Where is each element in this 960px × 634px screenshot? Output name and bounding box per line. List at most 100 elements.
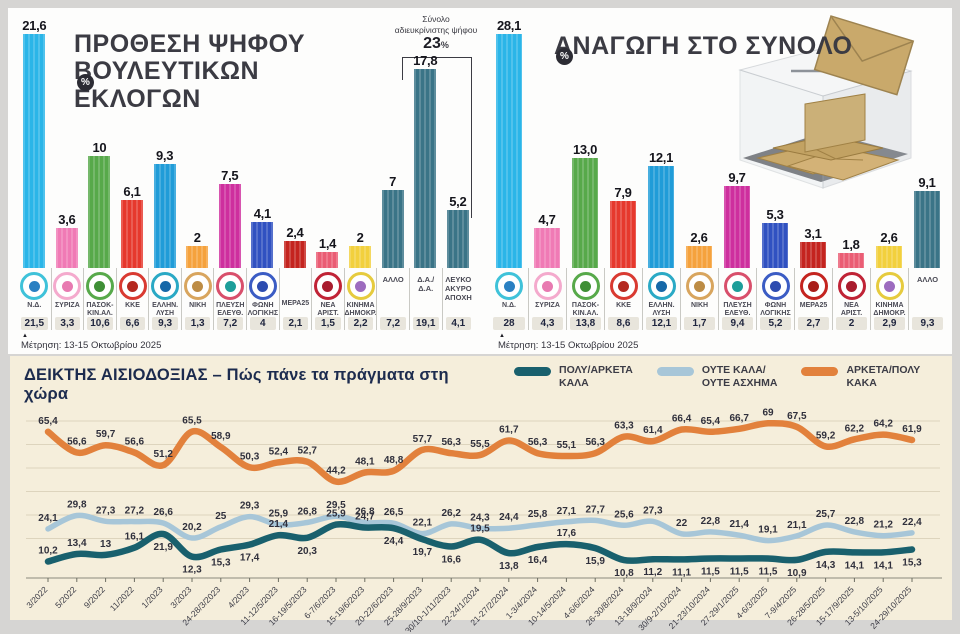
nea-aristera-icon [837,272,866,300]
syriza-icon [533,272,562,300]
plefsi-eleftherias-icon [216,272,245,300]
point-label: 11,2 [643,567,662,578]
undecided-annotation: Σύνολο αδιευκρίνιστης ψήφου 23% [392,14,480,53]
point-label: 17,6 [557,528,577,539]
party-name-label: ΣΥΡΙΖΑ [535,302,560,309]
undecided-line1: Σύνολο [422,14,450,24]
party-name-label: ΕΛΛΗΝ. ΛΥΣΗ [648,302,675,318]
point-label: 48,1 [355,456,375,467]
party-value-label: 5,3 [766,207,784,223]
point-label: 59,2 [816,430,836,441]
point-label: 65,4 [38,416,58,427]
party-column: 17,8 Δ.Α./ Δ.Α. 19,1 [408,18,442,330]
party-bar [686,246,712,268]
point-label: 22,8 [845,516,865,527]
note-marker: ▲ [22,333,28,339]
optimism-line-chart: 65,4 56,6 59,7 56,6 51,2 65,5 58,9 50,3 52,4 52,7… [24,407,942,632]
point-label: 14,1 [845,560,865,571]
foni-logikis-icon [761,272,790,300]
party-name-label: ΝΕΑ ΑΡΙΣΤ. [840,302,863,318]
party-name-label: Ν.Δ. [27,302,42,309]
percent-badge: % [77,74,94,91]
point-label: 25 [215,511,227,522]
party-name-label: ΑΛΛΟ [382,275,404,284]
party-name-label: ΠΑΣΟΚ-ΚΙΝ.ΑΛ. [571,302,600,318]
niki-icon-glyph [694,280,705,292]
point-label: 19,7 [413,547,433,558]
party-bar [55,227,78,268]
party-name-label: ΕΛΛΗΝ. ΛΥΣΗ [152,302,179,318]
party-prev-value: 2,2 [347,317,374,330]
projection-title: ΑΝΑΓΩΓΗ ΣΤΟ ΣΥΝΟΛΟ [554,31,853,60]
point-label: 22,8 [701,516,721,527]
percent-badge: % [556,48,573,65]
party-value-label: 2 [193,229,201,245]
party-name-label: ΚΚΕ [125,302,140,309]
legend-swatch [656,367,694,376]
point-label: 27,7 [585,504,605,515]
party-column: 12,1 ΕΛΛΗΝ. ΛΥΣΗ 12,1 [642,18,680,330]
mera25-icon-glyph [808,280,819,292]
party-column: 2,6 ΝΙΚΗ 1,7 [680,18,718,330]
party-column: 5,2 ΛΕΥΚΟ ΑΚΥΡΟ ΑΠΟΧΗ 4,1 [441,18,475,330]
x-tick-label: 11/2022 [108,584,136,613]
party-column: 1,8 ΝΕΑ ΑΡΙΣΤ. 2 [832,18,870,330]
legend-swatch [514,367,551,376]
point-label: 14,3 [816,560,836,571]
party-column: 10 ΠΑΣΟΚ-ΚΙΝ.ΑΛ. 10,6 [83,18,116,330]
point-label: 21,4 [269,519,289,530]
plefsi-eleftherias-icon-glyph [224,280,236,292]
point-label: 24,3 [470,512,490,523]
party-bar [218,184,241,268]
point-label: 25,8 [528,509,548,520]
party-value-label: 4,1 [253,206,271,222]
party-bar [610,201,636,268]
nea-aristera-icon-glyph [322,280,334,292]
point-label: 29,8 [67,499,87,510]
party-prev-value: 3,3 [54,317,81,330]
party-value-label: 9,3 [156,147,174,163]
party-prev-value: 9,4 [722,317,753,330]
party-column: 2,4 ΜΕΡΑ25 2,1 [278,18,312,330]
point-label: 12,3 [182,565,202,576]
party-prev-value: 13,8 [570,317,601,330]
series-line-1 [44,419,916,486]
party-value-label: 4,7 [538,212,556,228]
party-value-label: 1,4 [318,236,337,252]
elliniki-lysi-icon [151,272,180,300]
party-value-label: 2 [356,229,364,245]
party-prev-value: 10,6 [87,317,113,330]
party-column: 2,6 ΚΙΝΗΜΑ ΔΗΜΟΚΡ. 2,9 [870,18,908,330]
party-bar [838,252,864,268]
syriza-icon [53,272,82,300]
point-label: 13,8 [499,561,519,572]
point-label: 25,6 [614,509,634,520]
party-prev-value: 9,3 [912,317,943,330]
kke-icon [118,272,147,300]
kinima-dimokratias-icon-glyph [884,280,895,292]
legend-item: ΟΥΤΕ ΚΑΛΑ/ ΟΥΤΕ ΑΣΧΗΜΑ [656,364,777,390]
party-bar [496,34,522,268]
optimism-title: ΔΕΙΚΤΗΣ ΑΙΣΙΟΔΟΞΙΑΣ – Πώς πάνε τα πράγμα… [24,366,449,403]
party-column: 5,3 ΦΩΝΗ ΛΟΓΙΚΗΣ 5,2 [756,18,794,330]
party-name-label: ΝΙΚΗ [189,302,207,309]
point-label: 27,2 [125,506,145,517]
undecided-bracket-stub [402,57,403,80]
party-column: 2 ΚΙΝΗΜΑ ΔΗΜΟΚΡ. 2,2 [343,18,377,330]
party-column: 9,3 ΕΛΛΗΝ. ΛΥΣΗ 9,3 [148,18,181,330]
party-prev-value: 6,6 [119,317,146,330]
party-prev-value: 9,3 [152,317,178,330]
point-label: 56,3 [528,437,548,448]
point-label: 17,4 [240,553,260,564]
point-label: 27,3 [96,505,116,516]
point-label: 25,9 [326,509,346,520]
party-column: 7,5 ΠΛΕΥΣΗ ΕΛΕΥΘ. 7,2 [213,18,246,330]
point-label: 48,8 [384,455,404,466]
party-value-label: 10 [92,140,107,155]
party-bar [381,189,404,268]
measurement-note: ▲ Μέτρηση: 13-15 Οκτωβρίου 2025 [21,333,162,351]
party-value-label: 2,4 [286,225,304,241]
party-name-label: ΚΙΝΗΜΑ ΔΗΜΟΚΡ. [873,302,906,318]
point-label: 56,6 [67,436,87,447]
party-prev-value: 2,7 [798,317,829,330]
